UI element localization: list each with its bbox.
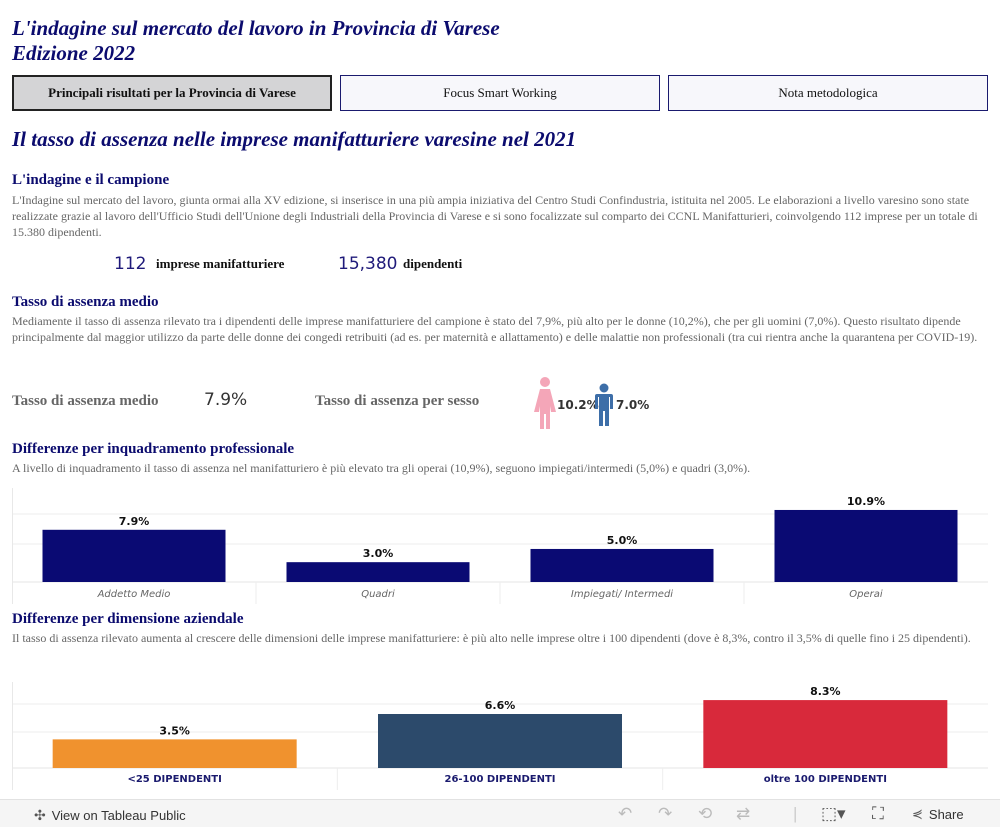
chart-dimensione-svg: 3.5% <25 DIPENDENTI 6.6% 26-100 DIPENDENTI 8… xyxy=(12,682,988,790)
bar-1[interactable] xyxy=(286,562,470,582)
page-title: L'indagine sul mercato del lavoro in Pro… xyxy=(12,16,500,66)
dimensione-text: Il tasso di assenza rilevato aumenta al … xyxy=(12,631,971,645)
tasso-medio-label: Tasso di assenza medio xyxy=(12,393,159,409)
chart-dimensione: 3.5% <25 DIPENDENTI 6.6% 26-100 DIPENDENTI 8… xyxy=(12,682,988,790)
share-icon: ⋞ xyxy=(912,806,923,821)
bar-value-label: 3.5% xyxy=(159,724,190,737)
bar-3[interactable] xyxy=(774,509,958,582)
tab-principali-risultati[interactable]: Principali risultati per la Provincia di… xyxy=(12,75,332,111)
title-line-2: Edizione 2022 xyxy=(12,41,136,65)
section-title: Il tasso di assenza nelle imprese manifa… xyxy=(12,127,577,151)
undo-icon[interactable]: ↶ xyxy=(618,804,633,823)
category-label: <25 DIPENDENTI xyxy=(127,774,221,785)
campione-text: L'Indagine sul mercato del lavoro, giunt… xyxy=(12,193,978,239)
revert-icon[interactable]: ⟲ xyxy=(698,804,713,823)
bar-value-label: 6.6% xyxy=(485,699,516,712)
male-icon xyxy=(595,383,613,426)
tasso-heading: Tasso di assenza medio xyxy=(12,294,159,310)
campione-heading: L'indagine e il campione xyxy=(12,172,170,188)
toolbar-divider: | xyxy=(793,804,798,823)
chart-inquadramento-svg: 7.9% Addetto Medio 3.0% Quadri 5.0% Impiegati… xyxy=(12,488,988,604)
bar-2[interactable] xyxy=(530,548,714,582)
inquadramento-heading: Differenze per inquadramento professiona… xyxy=(12,441,295,457)
male-value: 7.0% xyxy=(616,398,650,412)
kpi-imprese-label: imprese manifatturiere xyxy=(156,256,285,271)
bar-1[interactable] xyxy=(378,714,622,768)
category-label: Addetto Medio xyxy=(97,589,171,600)
title-line-1: L'indagine sul mercato del lavoro in Pro… xyxy=(12,16,500,40)
chart-inquadramento: 7.9% Addetto Medio 3.0% Quadri 5.0% Impiegati… xyxy=(12,488,988,604)
tableau-toolbar: ✣ View on Tableau Public ↶ ↷ ⟲ ⇄ | ⬚▾ ⛶ … xyxy=(0,799,1000,827)
bar-value-label: 8.3% xyxy=(810,685,841,698)
dimensione-heading: Differenze per dimensione aziendale xyxy=(12,611,244,627)
tasso-sesso-label: Tasso di assenza per sesso xyxy=(315,393,480,409)
fullscreen-icon[interactable]: ⛶ xyxy=(872,804,884,823)
download-icon[interactable]: ⬚▾ xyxy=(821,804,846,823)
category-label: 26-100 DIPENDENTI xyxy=(444,774,555,785)
female-value: 10.2% xyxy=(557,398,599,412)
view-on-tableau-link[interactable]: ✣ View on Tableau Public xyxy=(34,807,186,824)
category-label: oltre 100 DIPENDENTI xyxy=(764,774,887,785)
bar-value-label: 7.9% xyxy=(119,515,150,528)
bar-0[interactable] xyxy=(52,739,297,768)
tab-nota-metodologica[interactable]: Nota metodologica xyxy=(668,75,988,111)
share-label: Share xyxy=(928,806,964,822)
redo-icon[interactable]: ↷ xyxy=(658,804,673,823)
refresh-icon[interactable]: ⇄ xyxy=(736,804,751,823)
share-button[interactable]: ⋞ Share xyxy=(912,806,964,822)
female-icon xyxy=(534,377,556,429)
bar-value-label: 3.0% xyxy=(363,547,394,560)
category-label: Operai xyxy=(849,589,883,600)
bar-0[interactable] xyxy=(42,529,226,582)
tasso-text: Mediamente il tasso di assenza rilevato … xyxy=(12,314,978,344)
category-label: Impiegati/ Intermedi xyxy=(571,589,673,600)
kpi-imprese-value: 112 xyxy=(114,254,147,274)
inquadramento-text: A livello di inquadramento il tasso di a… xyxy=(12,461,751,475)
bar-value-label: 10.9% xyxy=(847,495,885,508)
view-on-tableau-label: View on Tableau Public xyxy=(51,808,186,823)
tableau-logo-icon: ✣ xyxy=(34,807,46,823)
category-label: Quadri xyxy=(361,589,395,600)
tab-focus-smart-working[interactable]: Focus Smart Working xyxy=(340,75,660,111)
kpi-dipendenti-value: 15,380 xyxy=(338,254,398,274)
tasso-medio-value: 7.9% xyxy=(204,390,248,410)
kpi-dipendenti-label: dipendenti xyxy=(403,256,463,271)
bar-2[interactable] xyxy=(703,700,948,768)
bar-value-label: 5.0% xyxy=(607,534,638,547)
